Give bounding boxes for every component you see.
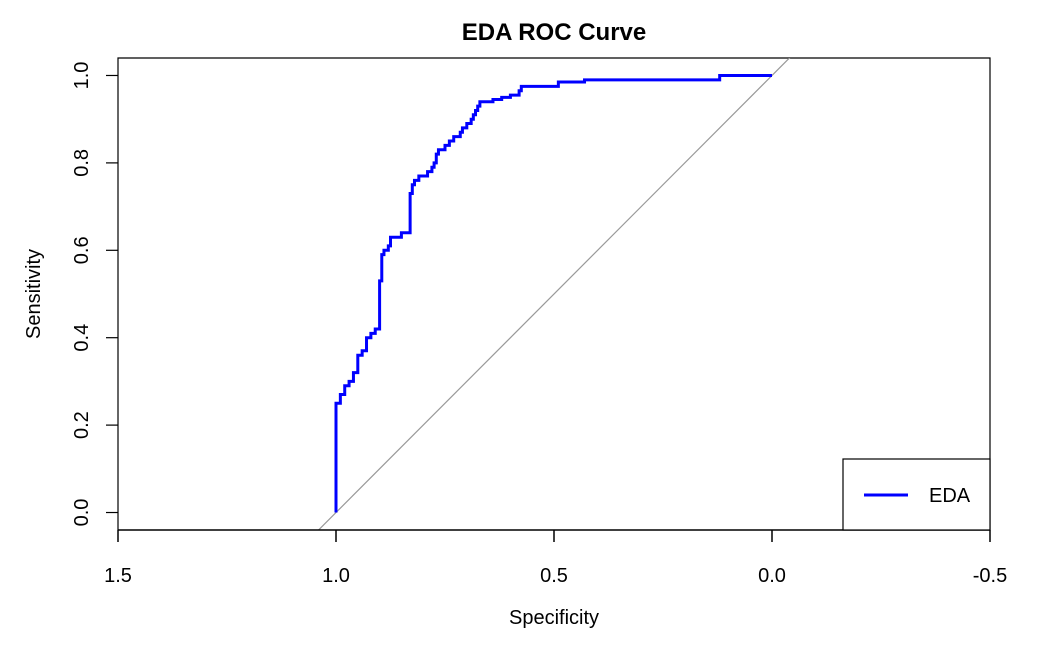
y-tick-label: 0.2 [71, 411, 93, 439]
y-tick-label: 1.0 [71, 62, 93, 90]
chart-title: EDA ROC Curve [462, 19, 646, 46]
y-tick-label: 0.4 [71, 324, 93, 352]
x-axis: 1.5 1.0 0.5 0.0 -0.5 [104, 529, 1007, 587]
y-tick-label: 0.8 [71, 149, 93, 177]
legend: EDA [842, 458, 991, 531]
x-tick-label: -0.5 [973, 565, 1007, 587]
x-tick-label: 1.5 [104, 565, 132, 587]
plot-box [117, 57, 991, 530]
plot-border [117, 57, 991, 530]
reference-diagonal [317, 58, 791, 530]
series-line-eda [334, 73, 772, 513]
legend-label-eda: EDA [929, 485, 971, 507]
y-tick-label: 0.6 [71, 236, 93, 264]
x-axis-label: Specificity [509, 607, 599, 629]
y-axis-label: Sensitivity [23, 249, 45, 339]
x-tick-label: 1.0 [322, 565, 350, 587]
y-tick-label: 0.0 [71, 499, 93, 527]
x-tick-label: 0.5 [540, 565, 568, 587]
y-axis: 0.0 0.2 0.4 0.6 0.8 1.0 [71, 62, 118, 527]
x-tick-label: 0.0 [758, 565, 786, 587]
